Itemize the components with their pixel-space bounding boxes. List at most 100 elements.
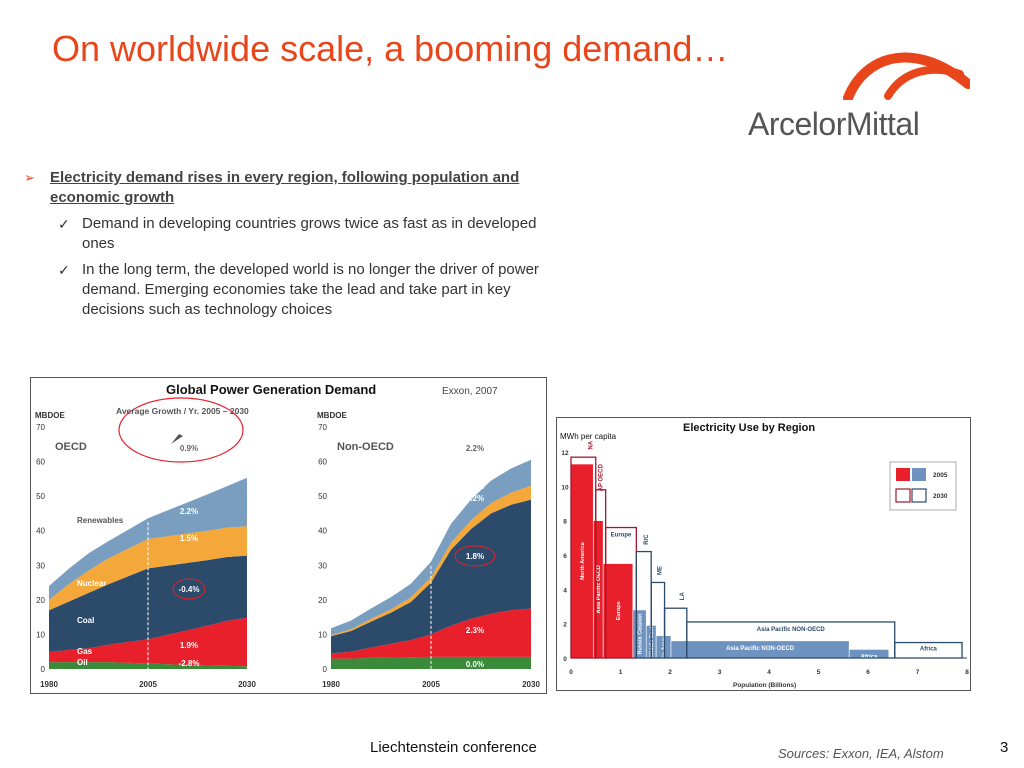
panel-name: OECD — [55, 441, 87, 453]
bar-2030 — [686, 621, 896, 659]
y-tick-label: 4 — [563, 587, 567, 594]
y-tick-label: 10 — [36, 630, 45, 639]
layer-label: Nuclear — [77, 579, 106, 588]
electricity-chart-ylabel: MWh per capita — [560, 432, 617, 441]
electricity-chart-xlabel: Population (Billions) — [733, 682, 796, 689]
check-icon: ✓ — [58, 216, 70, 232]
x-tick-label: 2030 — [522, 680, 540, 689]
bar-label-2030: AP OECD — [599, 463, 605, 491]
main-bullet-text: Electricity demand rises in every region… — [50, 169, 520, 206]
growth-label: 2.2% — [466, 444, 484, 453]
panel-ylabel: MBDOE — [317, 411, 347, 420]
bar-label-2030: LA — [680, 592, 686, 601]
y-tick-label: 0 — [563, 656, 567, 663]
bullet-list: ➢ Electricity demand rises in every regi… — [20, 168, 560, 320]
bar-label-2030: NA — [589, 440, 595, 449]
y-tick-label: 40 — [318, 527, 327, 536]
x-tick-label: 7 — [916, 669, 920, 676]
sub-bullet: ✓ In the long term, the developed world … — [20, 260, 560, 320]
growth-label: -2.8% — [179, 659, 200, 668]
bar-label-2030: R/C — [644, 534, 650, 545]
bar-2030 — [894, 641, 963, 659]
area-nuclear — [331, 485, 531, 637]
area-gas — [331, 608, 531, 659]
layer-label: Coal — [77, 616, 94, 625]
growth-label: 2.3% — [466, 626, 484, 635]
x-tick-label: 1980 — [322, 680, 340, 689]
panel-ylabel: MBDOE — [35, 411, 65, 420]
x-tick-label: 6 — [866, 669, 870, 676]
y-tick-label: 10 — [318, 630, 327, 639]
legend-swatch — [912, 468, 926, 481]
highlight-circle — [172, 578, 206, 600]
x-tick-label: 2 — [668, 669, 672, 676]
x-tick-label: 1980 — [40, 680, 58, 689]
sub-bullet: ✓ Demand in developing countries grows t… — [20, 214, 560, 254]
x-tick-label: 5 — [817, 669, 821, 676]
logo-swoosh-icon — [843, 52, 970, 100]
y-tick-label: 70 — [36, 423, 45, 432]
x-tick-label: 2005 — [139, 680, 157, 689]
slide-title: On worldwide scale, a booming demand… — [52, 28, 729, 69]
area-gas — [49, 617, 247, 667]
area-renewables — [331, 459, 531, 636]
bar-label-2005: Europe — [616, 601, 622, 620]
area-oil — [49, 662, 247, 669]
y-tick-label: 30 — [36, 561, 45, 570]
power-chart-title: Global Power Generation Demand — [166, 382, 376, 397]
bar-label-2005: Asia Pacific NON-OECD — [726, 646, 795, 652]
legend-swatch — [895, 488, 911, 503]
sub-bullet-text: In the long term, the developed world is… — [82, 261, 539, 318]
growth-label: 4.2% — [466, 494, 484, 503]
growth-label: 1.9% — [180, 641, 198, 650]
bar-label-2005: Asia Pacific OECD — [596, 565, 602, 613]
y-tick-label: 20 — [318, 596, 327, 605]
y-tick-label: 70 — [318, 423, 327, 432]
x-tick-label: 2030 — [238, 680, 256, 689]
arcelormittal-logo: ArcelorMittal — [740, 40, 980, 150]
page-number: 3 — [1000, 739, 1009, 756]
bar-label-2030: ME — [658, 566, 664, 575]
footer-sources: Sources: Exxon, IEA, Alstom — [778, 746, 944, 761]
check-icon: ✓ — [58, 262, 70, 278]
highlight-circle — [454, 545, 496, 567]
legend-swatch — [896, 468, 910, 481]
arrow-bullet-icon: ➢ — [24, 170, 35, 185]
power-demand-chart: Global Power Generation Demand Exxon, 20… — [30, 377, 547, 694]
growth-label: 0.0% — [466, 660, 484, 669]
layer-label: Gas — [77, 647, 93, 656]
y-tick-label: 20 — [36, 596, 45, 605]
y-tick-label: 50 — [318, 492, 327, 501]
callout-text: Average Growth / Yr. 2005 – 2030 — [116, 406, 249, 416]
y-tick-label: 40 — [36, 527, 45, 536]
y-tick-label: 2 — [563, 622, 567, 629]
y-tick-label: 0 — [323, 665, 328, 674]
bar-label-2030: Europe — [611, 533, 632, 539]
y-tick-label: 0 — [41, 665, 46, 674]
callout-circle — [118, 397, 244, 463]
x-tick-label: 0 — [569, 669, 573, 676]
callout-pointer — [171, 434, 183, 444]
x-tick-label: 8 — [965, 669, 969, 676]
y-tick-label: 60 — [36, 458, 45, 467]
layer-label: Renewables — [77, 516, 124, 525]
growth-label: 1.5% — [180, 534, 198, 543]
electricity-use-chart-svg: Electricity Use by Region MWh per capita… — [560, 422, 969, 689]
y-tick-label: 8 — [563, 519, 567, 526]
power-demand-chart-svg: Global Power Generation Demand Exxon, 20… — [35, 382, 540, 689]
y-tick-label: 60 — [318, 458, 327, 467]
power-chart-source: Exxon, 2007 — [442, 386, 498, 397]
bar-label-2005: North America — [580, 541, 586, 580]
legend-label: 2030 — [933, 493, 948, 500]
y-tick-label: 12 — [561, 450, 569, 457]
electricity-chart-title: Electricity Use by Region — [683, 422, 815, 434]
footer-conference: Liechtenstein conference — [370, 739, 537, 756]
y-tick-label: 50 — [36, 492, 45, 501]
logo-text: ArcelorMittal — [748, 106, 920, 142]
bar-label-2005: Russia Caspian — [638, 613, 644, 655]
growth-label: -0.4% — [179, 585, 200, 594]
bar-label-2030: Asia Pacific NON-OECD — [757, 627, 826, 633]
y-tick-label: 6 — [563, 553, 567, 560]
x-tick-label: 2005 — [422, 680, 440, 689]
bar-label-2030: Africa — [920, 647, 938, 653]
